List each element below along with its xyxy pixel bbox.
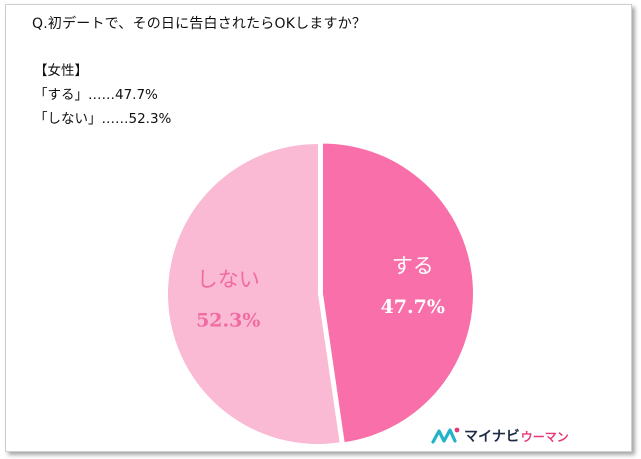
answer-line-yes: 「する」……47.7%	[34, 87, 158, 103]
mynavi-woman-logo: マイナビ ウーマン	[431, 425, 569, 447]
pie-chart: する 47.7% しない 52.3%	[168, 143, 473, 444]
mynavi-mark-icon	[431, 427, 460, 444]
pie-labels: する 47.7% しない 52.3%	[196, 254, 445, 331]
pie-slice-shinai	[168, 144, 340, 444]
pie-slices	[168, 143, 473, 444]
slice-value-suru: 47.7%	[381, 296, 445, 318]
logo-sub-text: ウーマン	[520, 429, 569, 444]
logo-main-text: マイナビ	[464, 429, 520, 445]
slice-label-suru: する	[392, 254, 434, 278]
answer-line-no: 「しない」……52.3%	[34, 111, 172, 127]
figure-frame: Q.初デートで、その日に告白されたらOKしますか？ 【女性】 「する」……47.…	[5, 4, 632, 452]
slice-value-shinai: 52.3%	[196, 309, 260, 331]
group-label: 【女性】	[34, 63, 88, 79]
legend-block: 【女性】 「する」……47.7% 「しない」……52.3%	[34, 59, 171, 131]
slice-label-shinai: しない	[197, 267, 260, 291]
pie-slice-suru	[322, 143, 473, 443]
question-title: Q.初デートで、その日に告白されたらOKしますか？	[32, 16, 367, 32]
